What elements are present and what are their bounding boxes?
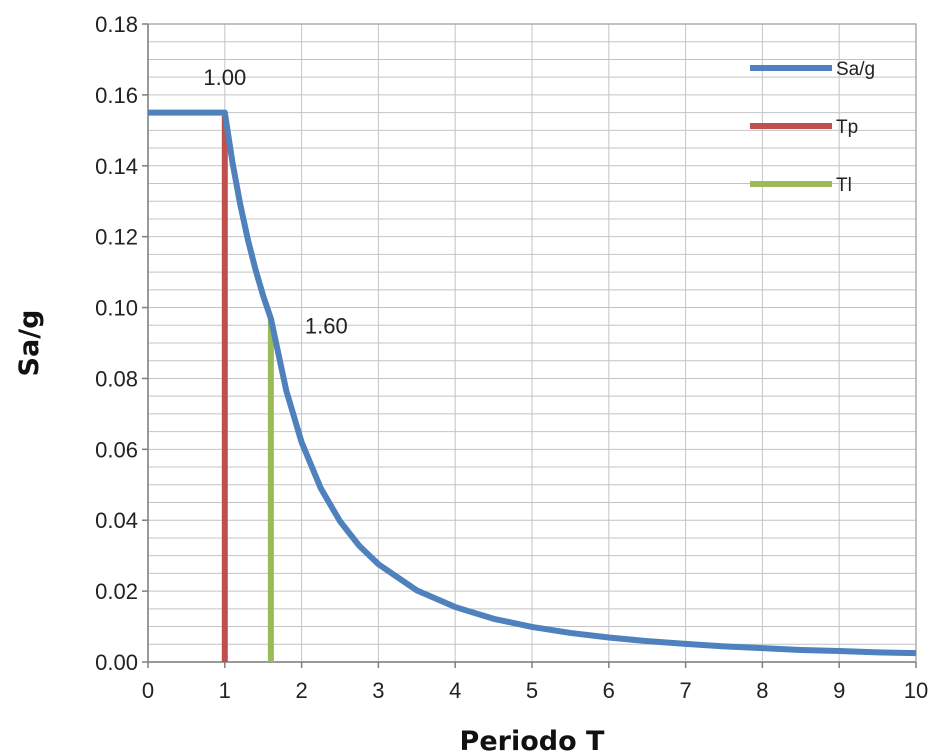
legend: Sa/g Tp Tl (750, 59, 875, 196)
legend-label: Sa/g (836, 59, 875, 80)
x-tick-label: 7 (679, 678, 691, 703)
y-tick-label: 0.04 (95, 508, 138, 533)
y-tick-label: 0.00 (95, 650, 138, 675)
y-tick-label: 0.06 (95, 437, 138, 462)
legend-label: Tl (836, 175, 852, 196)
legend-label: Tp (836, 117, 858, 138)
x-tick-label: 1 (219, 678, 231, 703)
y-tick-label: 0.10 (95, 296, 138, 321)
x-tick-label: 10 (904, 678, 928, 703)
y-tick-label: 0.16 (95, 83, 138, 108)
annotation-label: 1.00 (203, 65, 246, 90)
x-tick-label: 5 (526, 678, 538, 703)
x-tick-label: 8 (756, 678, 768, 703)
series-layer (148, 109, 917, 662)
annotation-label: 1.60 (305, 313, 348, 338)
x-tick-label: 4 (449, 678, 461, 703)
x-tick-label: 3 (372, 678, 384, 703)
x-tick-label: 2 (295, 678, 307, 703)
series-line-sa-g (148, 109, 917, 657)
y-tick-label: 0.02 (95, 579, 138, 604)
x-tick-label: 6 (603, 678, 615, 703)
y-axis-title: Sa/g (14, 310, 45, 377)
y-tick-label: 0.12 (95, 225, 138, 250)
x-tick-label: 9 (833, 678, 845, 703)
x-axis-title: Periodo T (460, 726, 605, 756)
y-tick-label: 0.08 (95, 366, 138, 391)
y-tick-label: 0.14 (95, 154, 138, 179)
x-tick-label: 0 (142, 678, 154, 703)
axes: 0 1 2 3 4 5 6 7 8 9 10 0.00 0.02 0.04 0.06 0.08 0.10 0.12… (95, 12, 928, 703)
y-tick-label: 0.18 (95, 12, 138, 37)
annotations: 1.00 1.60 (203, 65, 347, 338)
